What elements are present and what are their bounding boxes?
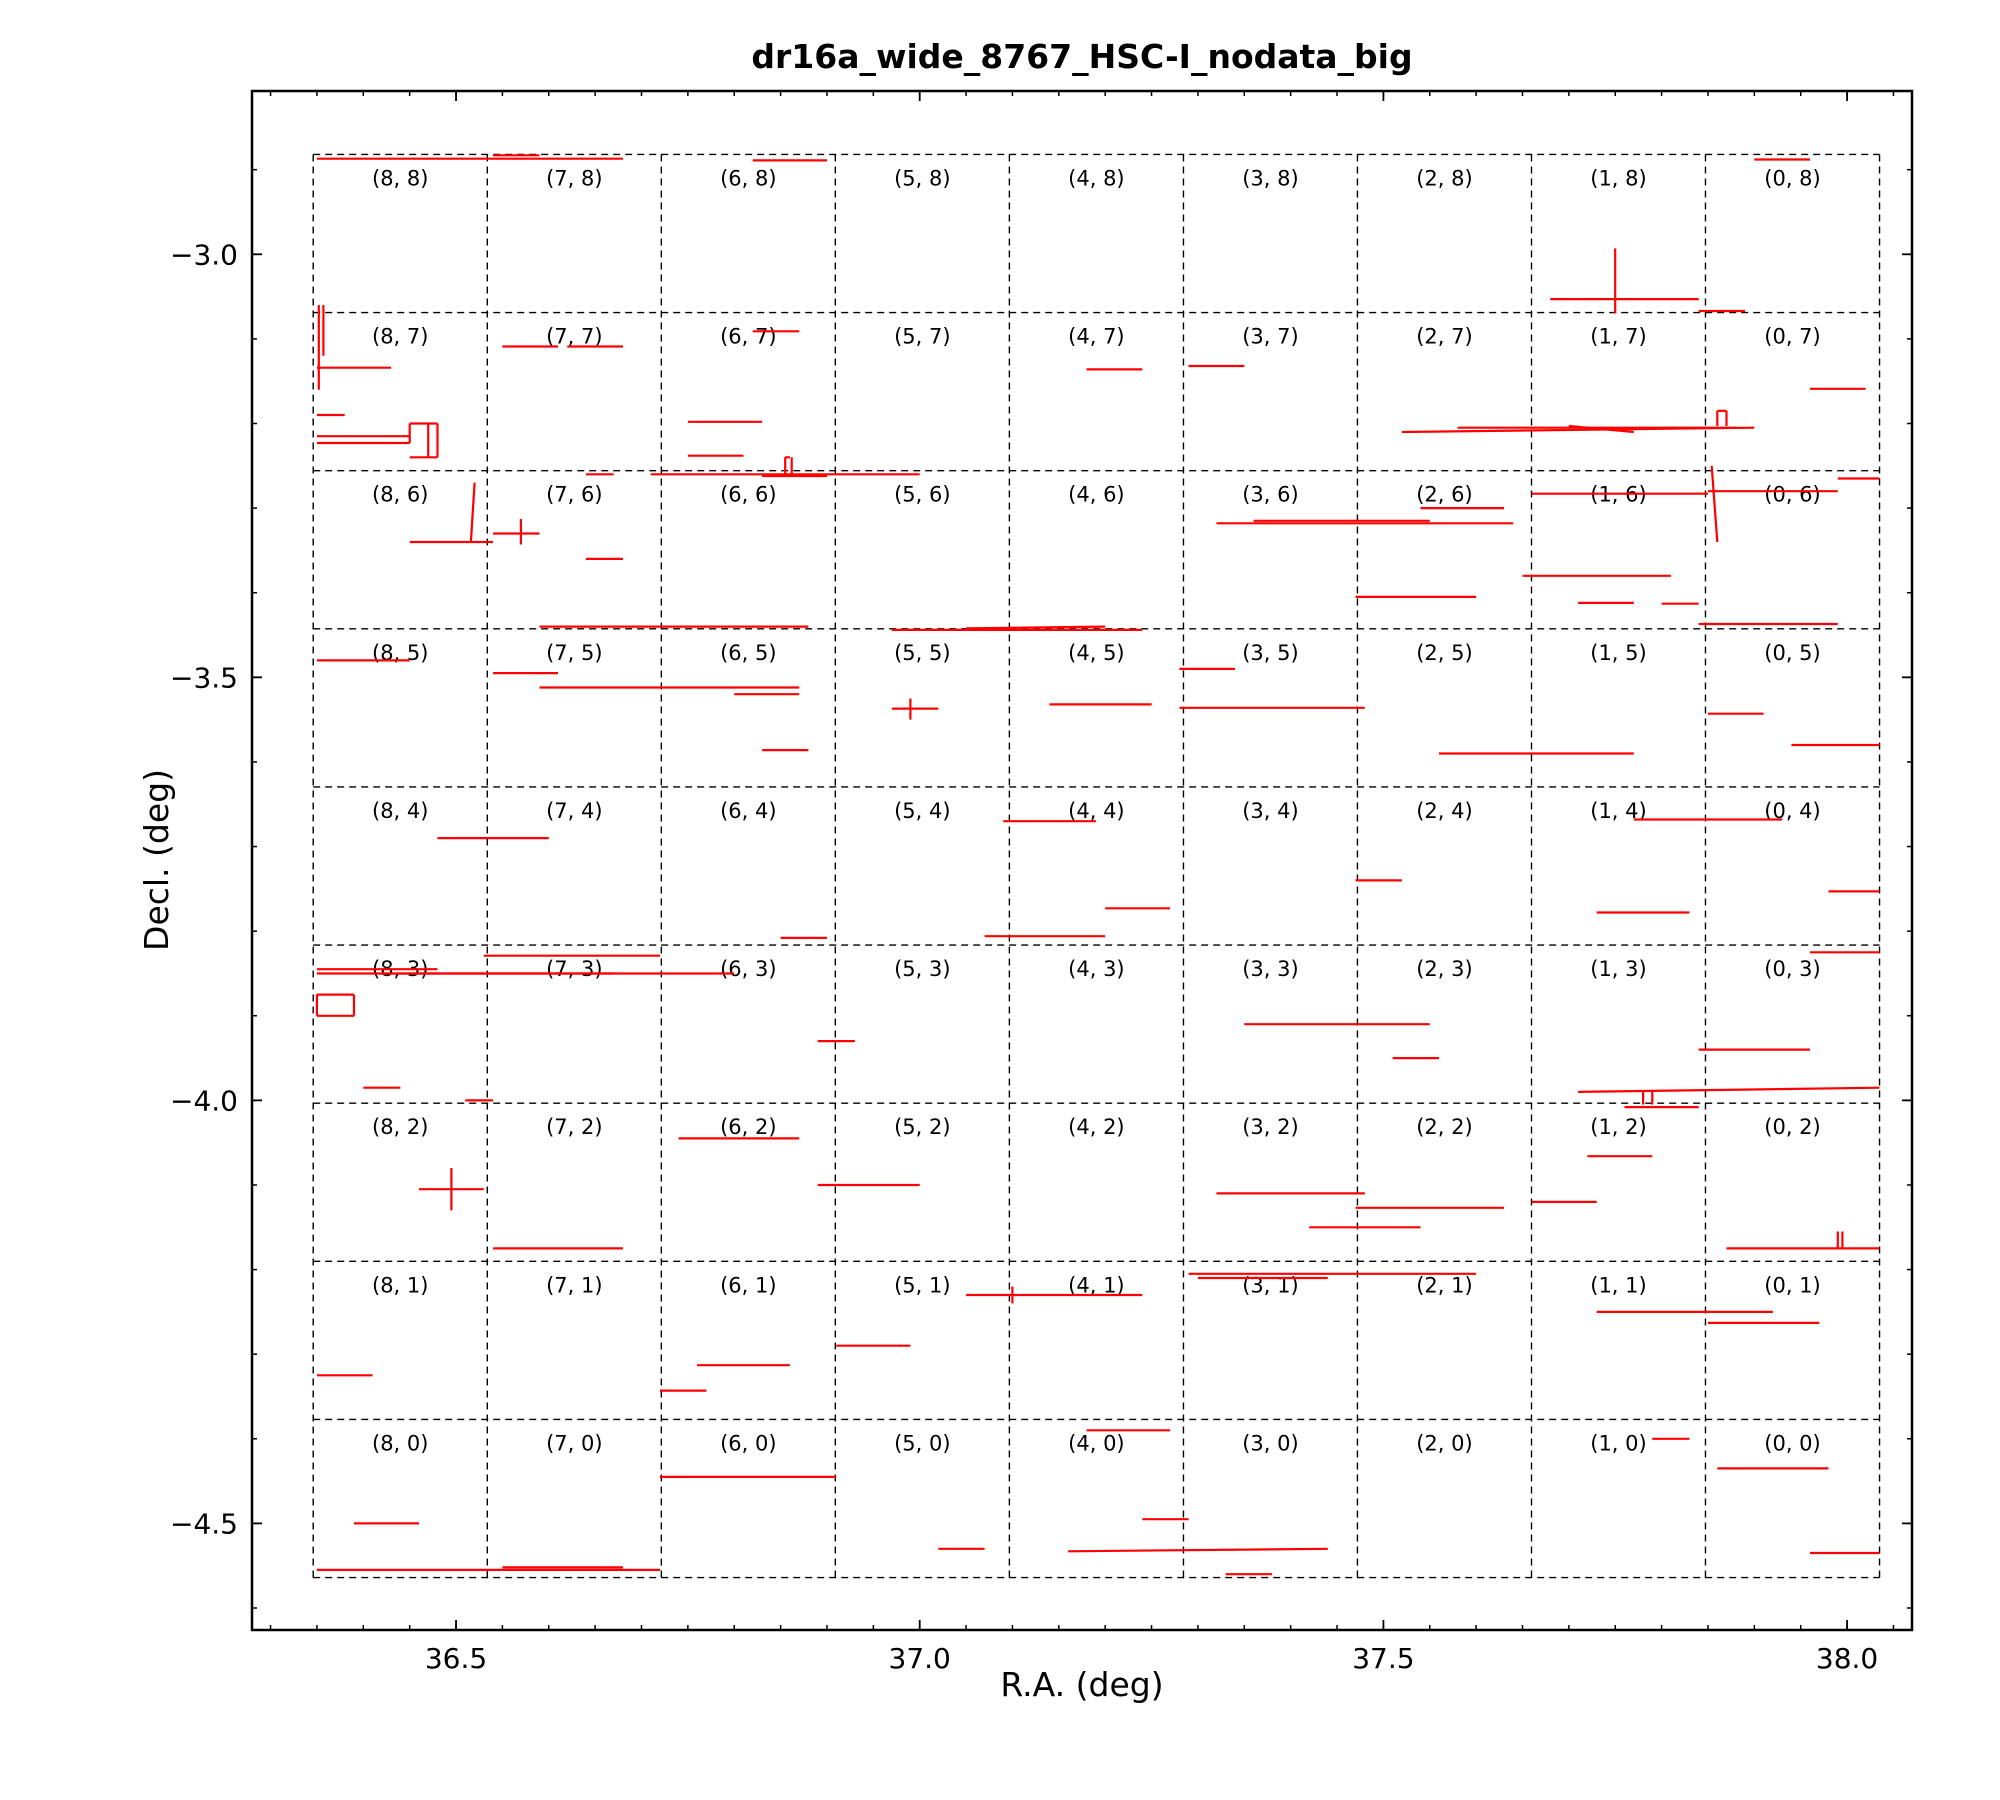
patch-label: (1, 8) — [1590, 166, 1646, 190]
chart-title: dr16a_wide_8767_HSC-I_nodata_big — [751, 37, 1412, 76]
y-tick-label: −4.0 — [170, 1084, 238, 1117]
patch-label: (1, 3) — [1590, 957, 1646, 981]
patch-label: (5, 5) — [894, 641, 950, 665]
patch-label: (8, 8) — [372, 166, 428, 190]
y-tick-label: −3.0 — [170, 238, 238, 271]
patch-label: (2, 3) — [1416, 957, 1472, 981]
patch-label: (4, 3) — [1068, 957, 1124, 981]
mask-outlines — [315, 154, 1880, 1576]
mask-segment-43 — [469, 482, 476, 543]
patch-label: (2, 6) — [1416, 483, 1472, 507]
patch-label: (1, 0) — [1590, 1431, 1646, 1455]
patch-label: (3, 8) — [1242, 166, 1298, 190]
patch-label: (6, 5) — [720, 641, 776, 665]
patch-label: (2, 8) — [1416, 166, 1472, 190]
patch-label: (7, 3) — [546, 957, 602, 981]
patch-label: (8, 0) — [372, 1431, 428, 1455]
patch-label: (0, 0) — [1764, 1431, 1820, 1455]
patch-label: (0, 8) — [1764, 166, 1820, 190]
patch-label: (4, 7) — [1068, 325, 1124, 349]
patch-label: (5, 7) — [894, 325, 950, 349]
y-tick-label: −3.5 — [170, 661, 238, 694]
patch-label: (4, 5) — [1068, 641, 1124, 665]
patch-label: (5, 4) — [894, 799, 950, 823]
mask-segment-132 — [1068, 1547, 1328, 1553]
patch-label: (3, 0) — [1242, 1431, 1298, 1455]
patch-label: (7, 0) — [546, 1431, 602, 1455]
patch-label: (3, 7) — [1242, 325, 1298, 349]
patch-label: (1, 5) — [1590, 641, 1646, 665]
mask-segment-41 — [1710, 465, 1719, 543]
patch-label: (3, 1) — [1242, 1273, 1298, 1297]
patch-label: (0, 1) — [1764, 1273, 1820, 1297]
patch-label: (6, 0) — [720, 1431, 776, 1455]
patch-label: (2, 0) — [1416, 1431, 1472, 1455]
patch-label: (3, 3) — [1242, 957, 1298, 981]
patch-label: (8, 2) — [372, 1115, 428, 1139]
patch-label: (8, 7) — [372, 325, 428, 349]
x-tick-label: 38.0 — [1816, 1642, 1878, 1675]
patch-label: (3, 6) — [1242, 483, 1298, 507]
axis-ticks: 36.5 37.0 37.5 38.0 −3.0 −3.5 −4.0 −4.5 — [170, 91, 1912, 1675]
mask-segment-28 — [1568, 424, 1634, 434]
patch-label: (1, 2) — [1590, 1115, 1646, 1139]
patch-label: (4, 2) — [1068, 1115, 1124, 1139]
patch-label: (2, 1) — [1416, 1273, 1472, 1297]
patch-label: (4, 8) — [1068, 166, 1124, 190]
patch-label: (6, 7) — [720, 325, 776, 349]
patch-label: (5, 3) — [894, 957, 950, 981]
patch-label: (3, 5) — [1242, 641, 1298, 665]
plot-frame — [250, 89, 1914, 1632]
patch-label: (8, 1) — [372, 1273, 428, 1297]
patch-label: (5, 1) — [894, 1273, 950, 1297]
patch-label: (2, 7) — [1416, 325, 1472, 349]
patch-label: (7, 6) — [546, 483, 602, 507]
patch-label: (0, 6) — [1764, 483, 1820, 507]
patch-label: (2, 5) — [1416, 641, 1472, 665]
y-tick-label: −4.5 — [170, 1507, 238, 1540]
patch-label: (7, 5) — [546, 641, 602, 665]
patch-label: (3, 4) — [1242, 799, 1298, 823]
patch-label: (2, 4) — [1416, 799, 1472, 823]
patch-label: (0, 5) — [1764, 641, 1820, 665]
patch-label: (4, 0) — [1068, 1431, 1124, 1455]
patch-label: (8, 4) — [372, 799, 428, 823]
x-axis-label: R.A. (deg) — [1000, 1665, 1163, 1704]
patch-label: (3, 2) — [1242, 1115, 1298, 1139]
patch-label: (0, 7) — [1764, 325, 1820, 349]
patch-label: (4, 6) — [1068, 483, 1124, 507]
patch-label: (5, 2) — [894, 1115, 950, 1139]
patch-label: (0, 3) — [1764, 957, 1820, 981]
patch-label: (1, 7) — [1590, 325, 1646, 349]
patch-label: (6, 4) — [720, 799, 776, 823]
patch-label: (6, 3) — [720, 957, 776, 981]
patch-label: (7, 8) — [546, 166, 602, 190]
patch-label: (7, 7) — [546, 325, 602, 349]
patch-label: (6, 6) — [720, 483, 776, 507]
patch-label: (2, 2) — [1416, 1115, 1472, 1139]
patch-labels: (8, 8) (7, 8) (6, 8) (5, 8) (4, 8) (3, 8) (2, … — [372, 166, 1821, 1455]
patch-label: (4, 1) — [1068, 1273, 1124, 1297]
y-axis-label: Decl. (deg) — [137, 769, 176, 951]
patch-label: (6, 1) — [720, 1273, 776, 1297]
x-tick-label: 37.0 — [889, 1642, 951, 1675]
mask-segment-57 — [966, 625, 1106, 630]
patch-label: (1, 1) — [1590, 1273, 1646, 1297]
patch-label: (5, 8) — [894, 166, 950, 190]
patch-label: (7, 2) — [546, 1115, 602, 1139]
patch-label: (4, 4) — [1068, 799, 1124, 823]
patch-label: (0, 2) — [1764, 1115, 1820, 1139]
patch-label: (8, 6) — [372, 483, 428, 507]
x-tick-label: 37.5 — [1352, 1642, 1414, 1675]
patch-label: (5, 0) — [894, 1431, 950, 1455]
patch-label: (6, 2) — [720, 1115, 776, 1139]
mask-segment-95 — [1578, 1086, 1880, 1093]
x-tick-label: 36.5 — [425, 1642, 487, 1675]
patch-label: (7, 4) — [546, 799, 602, 823]
patch-label: (7, 1) — [546, 1273, 602, 1297]
patch-label: (5, 6) — [894, 483, 950, 507]
patch-grid — [312, 153, 1881, 1579]
patch-label: (6, 8) — [720, 166, 776, 190]
